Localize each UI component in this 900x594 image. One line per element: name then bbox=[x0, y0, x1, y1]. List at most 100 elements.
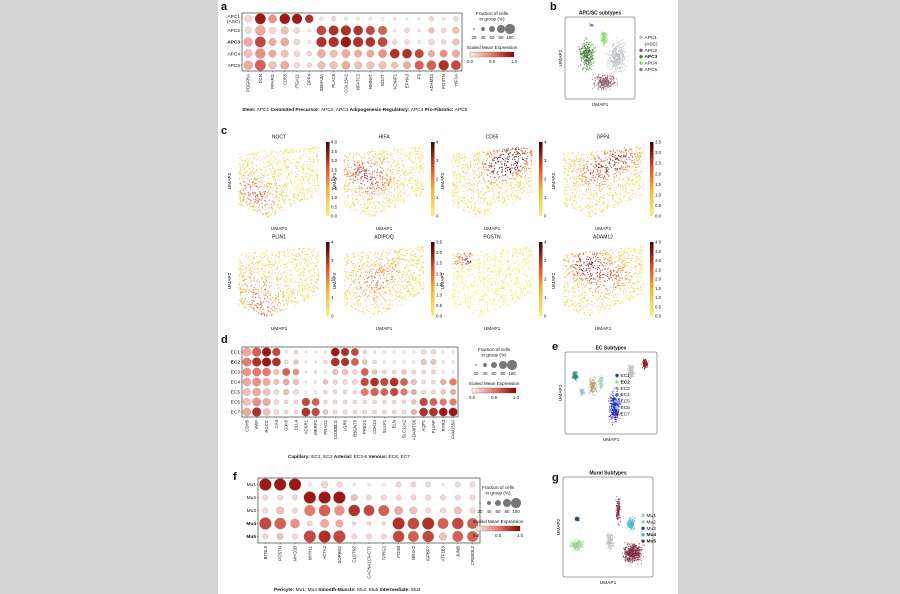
cell bbox=[459, 180, 461, 182]
cell bbox=[626, 176, 628, 179]
cell bbox=[453, 184, 455, 187]
cell bbox=[490, 189, 492, 191]
cell bbox=[379, 171, 381, 174]
cell bbox=[379, 174, 381, 177]
dot bbox=[428, 27, 435, 34]
cell bbox=[305, 148, 307, 150]
cell bbox=[302, 193, 305, 195]
cell bbox=[611, 178, 613, 180]
cell bbox=[378, 202, 380, 204]
cell bbox=[317, 189, 320, 191]
cell bbox=[464, 210, 467, 213]
cell bbox=[381, 167, 383, 169]
cell bbox=[314, 184, 316, 187]
cell bbox=[268, 211, 270, 213]
cell bbox=[614, 67, 616, 69]
cell bbox=[577, 176, 579, 178]
cell bbox=[590, 163, 592, 165]
cell bbox=[409, 154, 411, 156]
cell bbox=[391, 153, 393, 155]
cell bbox=[451, 193, 453, 196]
cell bbox=[519, 149, 521, 151]
cell bbox=[596, 76, 599, 78]
cell bbox=[282, 187, 285, 189]
cell bbox=[627, 150, 630, 152]
cell bbox=[613, 66, 616, 68]
cell bbox=[295, 165, 297, 167]
cell bbox=[354, 180, 356, 182]
cell bbox=[473, 177, 475, 179]
feature-title: HIFA bbox=[378, 135, 390, 141]
cell bbox=[457, 168, 460, 170]
cell bbox=[478, 211, 480, 213]
cell bbox=[301, 175, 304, 177]
cell bbox=[573, 152, 575, 155]
dot bbox=[307, 40, 312, 44]
cell bbox=[526, 147, 528, 149]
cell bbox=[517, 153, 519, 155]
cell bbox=[575, 186, 578, 188]
cell bbox=[594, 77, 596, 80]
cell bbox=[352, 203, 355, 205]
cell bbox=[480, 171, 483, 174]
cell bbox=[391, 173, 393, 175]
cell bbox=[352, 173, 355, 175]
cell bbox=[617, 50, 619, 53]
cell bbox=[391, 178, 393, 180]
cell bbox=[244, 181, 246, 183]
cell bbox=[624, 50, 626, 52]
cell bbox=[637, 152, 639, 154]
cell bbox=[459, 181, 461, 184]
legend-title: in group (%) bbox=[479, 17, 504, 22]
cell bbox=[399, 191, 401, 193]
cell bbox=[618, 63, 620, 65]
cell bbox=[462, 163, 464, 166]
cell bbox=[312, 159, 314, 161]
cell bbox=[610, 60, 612, 62]
cell bbox=[414, 189, 416, 191]
cell bbox=[293, 203, 295, 205]
cell bbox=[388, 181, 390, 183]
cell bbox=[385, 156, 387, 159]
cell bbox=[383, 152, 385, 154]
cell bbox=[371, 188, 373, 190]
cell bbox=[416, 194, 418, 196]
dot bbox=[389, 48, 400, 59]
cell bbox=[368, 170, 370, 172]
cell bbox=[358, 167, 360, 169]
cell bbox=[638, 184, 640, 186]
cell bbox=[393, 196, 395, 198]
cell bbox=[488, 152, 490, 154]
cell bbox=[608, 161, 610, 163]
cell bbox=[603, 88, 605, 90]
cell bbox=[642, 150, 644, 152]
cell bbox=[636, 176, 638, 178]
cell bbox=[268, 183, 270, 185]
cell bbox=[343, 185, 345, 188]
cell bbox=[505, 204, 507, 207]
cell bbox=[359, 172, 361, 174]
cell bbox=[585, 179, 587, 181]
cell bbox=[404, 171, 406, 173]
cell bbox=[603, 77, 605, 79]
cell bbox=[607, 79, 609, 81]
cell bbox=[587, 58, 589, 60]
cell bbox=[589, 201, 591, 203]
cell bbox=[346, 159, 348, 161]
cell bbox=[613, 164, 615, 166]
cell bbox=[249, 172, 251, 175]
cell bbox=[268, 190, 270, 192]
cell bbox=[270, 203, 272, 205]
cell bbox=[239, 196, 242, 198]
colorbar-tick: 3 bbox=[544, 158, 547, 163]
cell bbox=[386, 174, 388, 176]
cell bbox=[493, 156, 495, 158]
cell bbox=[248, 156, 251, 158]
cell bbox=[515, 149, 517, 151]
cell bbox=[582, 158, 584, 160]
cell bbox=[354, 175, 356, 178]
cell bbox=[461, 186, 463, 188]
dot bbox=[352, 36, 364, 48]
column-label: DPP4 bbox=[307, 73, 312, 85]
cell bbox=[590, 197, 592, 200]
